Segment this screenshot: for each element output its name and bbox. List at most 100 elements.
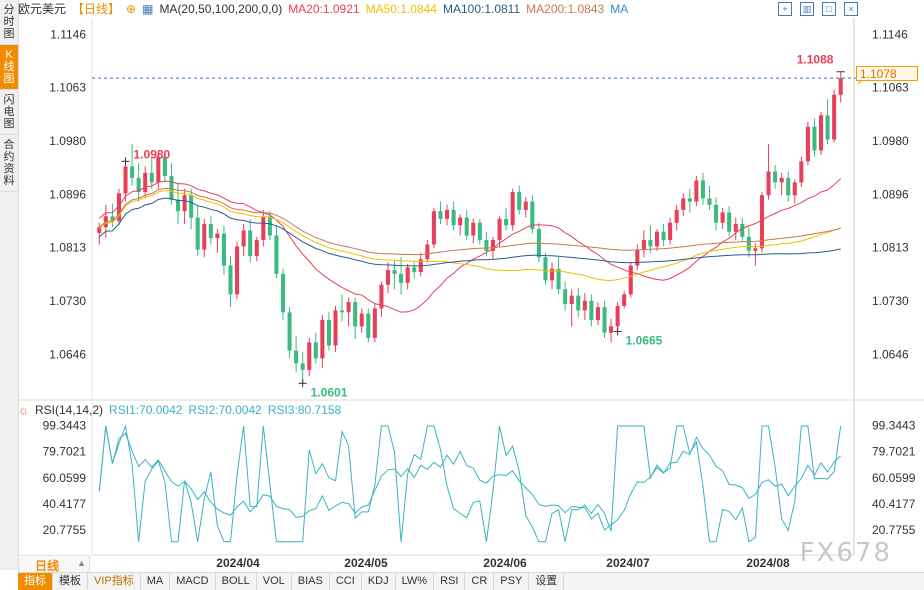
candle-body (563, 289, 568, 304)
time-tick-label: 2024/08 (746, 556, 790, 570)
candle-body (399, 273, 404, 283)
candle-body (274, 235, 279, 274)
rsi1-line (98, 425, 842, 531)
ma100-line (98, 197, 841, 267)
candle-body (228, 265, 233, 295)
rsi-tick-label-right: 20.7755 (872, 523, 916, 537)
ma20-line (98, 178, 842, 313)
indicator-tab-3[interactable]: MA (141, 573, 171, 590)
indicator-tab-2[interactable]: VIP指标 (88, 573, 141, 590)
indicator-tab-9[interactable]: KDJ (362, 573, 396, 590)
candle-body (149, 172, 154, 183)
rsi-tick-label-left: 79.7021 (43, 445, 87, 459)
tab-time-chart[interactable]: 分时图 (0, 0, 18, 45)
candle-body (707, 198, 712, 205)
rsi-legend: ☼ RSI(14,14,2) RSI1:70.0042 RSI2:70.0042 RSI… (18, 403, 347, 417)
dropdown-icon[interactable]: ▲ (77, 558, 86, 568)
candle-body (372, 308, 377, 338)
candle-body (694, 180, 699, 202)
rsi-tick-label-left: 20.7755 (43, 523, 87, 537)
candle-body (622, 294, 627, 306)
rsi2-value: RSI2:70.0042 (188, 403, 262, 417)
candle-body (221, 233, 226, 266)
candle-body (412, 267, 417, 272)
candle-body (359, 313, 364, 327)
candle-body (340, 310, 345, 313)
candle-body (648, 239, 653, 247)
candlestick-chart: 1.1146 1.1146 1.1063 1.1063 1.0980 1.0980 1.08… (18, 18, 924, 570)
candle-body (654, 231, 660, 247)
rsi-settings-icon[interactable]: ☼ (18, 403, 29, 417)
candle-body (307, 342, 312, 370)
indicator-tab-7[interactable]: BIAS (292, 573, 330, 590)
period-label[interactable]: 【日线】 (72, 2, 121, 16)
candle-body (700, 180, 705, 199)
candle-body (156, 156, 161, 183)
indicator-tab-5[interactable]: BOLL (216, 573, 257, 590)
tab-kline-chart[interactable]: K线图 (0, 45, 18, 90)
price-tick-label-left: 1.0730 (49, 294, 86, 308)
ma20-value: MA20:1.0921 (288, 2, 360, 16)
candle-body (136, 177, 141, 193)
candle-body (576, 295, 581, 311)
candle-body (254, 239, 259, 256)
candle-body (241, 230, 246, 247)
indicator-tab-1[interactable]: 模板 (53, 573, 88, 590)
candle-body (425, 244, 430, 260)
rsi-params[interactable]: RSI(14,14,2) (35, 403, 104, 417)
price-tick-label-left: 1.0896 (49, 188, 86, 202)
ma-params[interactable]: MA(20,50,100,200,0,0) (159, 2, 283, 16)
candle-body (261, 216, 266, 240)
candle-body (799, 161, 804, 183)
indicator-tab-14[interactable]: 设置 (529, 573, 565, 590)
current-price-tag: 1.1078 (856, 66, 918, 81)
grid-icon[interactable]: ▥ (800, 2, 814, 16)
candle-body (549, 268, 555, 281)
maximize-icon[interactable]: □ (822, 2, 836, 16)
crosshair-icon[interactable]: + (778, 2, 792, 16)
candle-body (766, 171, 771, 196)
ma-icon[interactable]: ▦ (142, 2, 154, 16)
candle-body (326, 319, 331, 346)
candle-body (451, 209, 456, 226)
candle-body (740, 223, 745, 237)
candle-body (143, 172, 148, 193)
settings-icon[interactable]: ⊕ (126, 2, 137, 16)
chart-toolbar: 欧元美元 【日线】 ⊕ ▦ MA(20,50,100,200,0,0) MA20:1.09… (18, 0, 854, 18)
price-tick-label-left: 1.0980 (49, 134, 86, 148)
candle-body (379, 284, 384, 309)
indicator-tab-11[interactable]: RSI (434, 573, 466, 590)
candle-body (753, 248, 758, 251)
close-icon[interactable]: × (844, 2, 858, 16)
indicator-tab-0[interactable]: 指标 (18, 573, 53, 590)
candle-body (825, 115, 830, 140)
candle-body (175, 199, 181, 212)
ma50-value: MA50:1.0844 (365, 2, 437, 16)
rsi-tick-label-left: 99.3443 (43, 419, 87, 433)
ma200-value: MA200:1.0843 (526, 2, 605, 16)
candle-body (720, 212, 725, 223)
candle-body (248, 230, 253, 256)
price-tick-label-right: 1.1146 (872, 28, 908, 42)
indicator-tab-10[interactable]: LW% (396, 573, 435, 590)
tab-contract-info[interactable]: 合约资料 (0, 135, 18, 192)
candle-body (759, 195, 765, 249)
indicator-tab-12[interactable]: CR (465, 573, 495, 590)
candle-body (609, 326, 614, 333)
indicator-tab-4[interactable]: MACD (170, 573, 216, 590)
candle-body (792, 182, 797, 196)
sidebar: 分时图 K线图 闪电图 合约资料 (0, 0, 19, 570)
price-tick-label-right: 1.0980 (872, 134, 909, 148)
candle-body (431, 211, 436, 245)
period-selector[interactable]: 日线 ▲ (18, 555, 90, 573)
price-tick-label-left: 1.0813 (49, 241, 86, 255)
indicator-tab-13[interactable]: PSY (494, 573, 530, 590)
price-tick-label-right: 1.0646 (872, 347, 909, 361)
indicator-tab-8[interactable]: CCI (330, 573, 362, 590)
indicator-tab-6[interactable]: VOL (257, 573, 292, 590)
candle-body (497, 218, 502, 240)
tab-flash-chart[interactable]: 闪电图 (0, 90, 18, 135)
time-tick-label: 2024/05 (344, 556, 388, 570)
ma-toggle[interactable]: MA (610, 2, 629, 16)
candle-body (208, 223, 213, 239)
